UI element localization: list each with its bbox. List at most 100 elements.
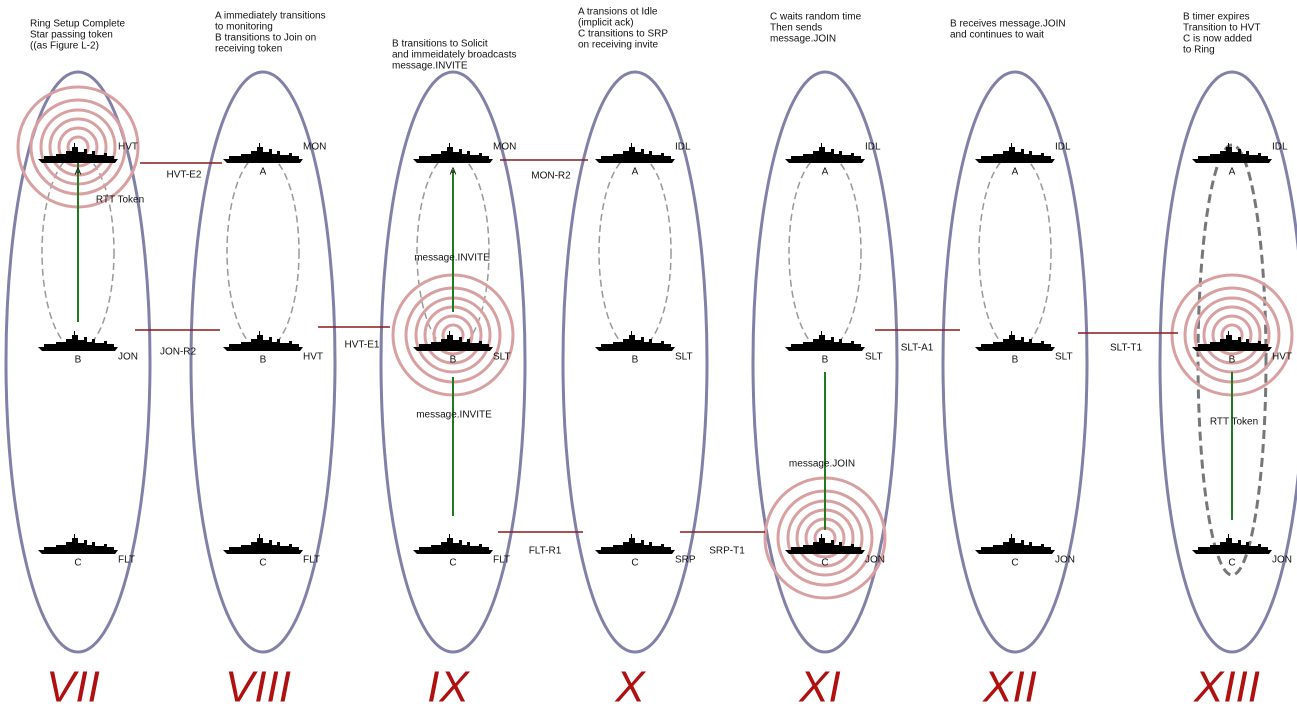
transition-label: HVT-E2 <box>166 170 201 181</box>
node-label: A <box>260 167 267 178</box>
panel-numeral: VIII <box>225 663 291 712</box>
node-state: SRP <box>675 555 696 566</box>
caption-line: receiving token <box>215 44 282 55</box>
node-label: B <box>75 355 82 366</box>
node-label: A <box>450 167 457 178</box>
transition-label: JON-R2 <box>160 347 197 358</box>
node-label: C <box>449 558 456 569</box>
ship <box>223 534 303 554</box>
node-label: C <box>74 558 81 569</box>
node-label: A <box>632 167 639 178</box>
ship <box>38 534 118 554</box>
node-label: B <box>260 355 267 366</box>
caption-line: A transions ot Idle <box>578 7 658 18</box>
caption-line: B transitions to Join on <box>215 33 316 44</box>
caption-line: and immeidately broadcasts <box>392 50 517 61</box>
caption-line: to monitoring <box>215 22 273 33</box>
caption-line: C waits random time <box>770 12 862 23</box>
panel-numeral: XI <box>798 663 841 712</box>
caption-line: A immediately transitions <box>215 11 326 22</box>
node-state: JON <box>1272 555 1292 566</box>
ring-loop <box>789 154 861 350</box>
caption-line: B timer expires <box>1183 12 1250 23</box>
node-label: B <box>822 355 829 366</box>
diagram: HVT-E2 JON-R2 HVT-E1 MON-R2 FLT-R1 SRP-T1 SLT-… <box>0 0 1297 713</box>
ship <box>38 331 118 351</box>
node-state: MON <box>493 142 516 153</box>
ring-loop <box>599 154 671 350</box>
message-label: RTT Token <box>96 195 144 206</box>
caption-line: (implicit ack) <box>578 18 634 29</box>
caption-line: Then sends <box>770 23 822 34</box>
ship <box>223 331 303 351</box>
node-state: HVT <box>303 352 323 363</box>
node-state: IDL <box>865 142 881 153</box>
node-state: SLT <box>1055 352 1073 363</box>
caption-line: Star passing token <box>30 30 113 41</box>
ship <box>595 331 675 351</box>
panel-numeral: X <box>614 663 646 712</box>
caption-line: to Ring <box>1183 45 1215 56</box>
node-label: A <box>1229 167 1236 178</box>
transition-label: SLT-T1 <box>1110 343 1142 354</box>
node-label: A <box>822 167 829 178</box>
node-label: A <box>1012 167 1019 178</box>
node-state: FLT <box>118 555 135 566</box>
message-label: message.INVITE <box>414 253 490 264</box>
caption-line: on receiving invite <box>578 40 658 51</box>
panel-numeral: XIII <box>1193 663 1260 712</box>
message-label: message.JOIN <box>789 459 855 470</box>
node-label: C <box>821 558 828 569</box>
caption-line: ((as Figure L-2) <box>30 41 99 52</box>
node-state: JON <box>118 352 138 363</box>
node-state: SLT <box>675 352 693 363</box>
node-label: B <box>632 355 639 366</box>
node-state: IDL <box>1272 142 1288 153</box>
node-state: HVT <box>1272 352 1292 363</box>
node-state: SLT <box>493 352 511 363</box>
ship <box>785 143 865 163</box>
caption-line: and continues to wait <box>950 30 1044 41</box>
caption-line: Transition to HVT <box>1183 23 1260 34</box>
panel-numeral: IX <box>427 663 470 712</box>
ship <box>595 534 675 554</box>
node-label: A <box>75 167 82 178</box>
message-label: RTT Token <box>1210 417 1258 428</box>
node-state: HVT <box>118 142 138 153</box>
panel-numeral: XII <box>982 663 1037 712</box>
transition-label: HVT-E1 <box>344 340 379 351</box>
node-state: FLT <box>303 555 320 566</box>
node-state: MON <box>303 142 326 153</box>
ship <box>975 143 1055 163</box>
ship <box>595 143 675 163</box>
node-label: C <box>1228 558 1235 569</box>
transition-label: SLT-A1 <box>901 343 934 354</box>
caption-line: Ring Setup Complete <box>30 19 125 30</box>
node-state: IDL <box>1055 142 1071 153</box>
node-label: C <box>1011 558 1018 569</box>
node-state: SLT <box>865 352 883 363</box>
node-state: JON <box>1055 555 1075 566</box>
ship <box>413 143 493 163</box>
node-label: C <box>631 558 638 569</box>
node-label: B <box>1229 355 1236 366</box>
node-label: B <box>450 355 457 366</box>
ship <box>975 534 1055 554</box>
transition-label: SRP-T1 <box>709 546 745 557</box>
transition-label: FLT-R1 <box>529 546 562 557</box>
caption-line: C transitions to SRP <box>578 29 668 40</box>
node-label: B <box>1012 355 1019 366</box>
node-state: IDL <box>675 142 691 153</box>
caption-line: B transitions to Solicit <box>392 39 488 50</box>
ring-loop <box>227 154 299 350</box>
ship <box>1192 534 1272 554</box>
message-label: message.INVITE <box>416 410 492 421</box>
ship <box>975 331 1055 351</box>
transition-label: MON-R2 <box>531 171 571 182</box>
ring-loop <box>979 154 1051 350</box>
caption-line: message.INVITE <box>392 61 468 72</box>
node-state: FLT <box>493 555 510 566</box>
panel-numeral: VII <box>46 663 100 712</box>
caption-line: C is now added <box>1183 34 1252 45</box>
ship <box>223 143 303 163</box>
